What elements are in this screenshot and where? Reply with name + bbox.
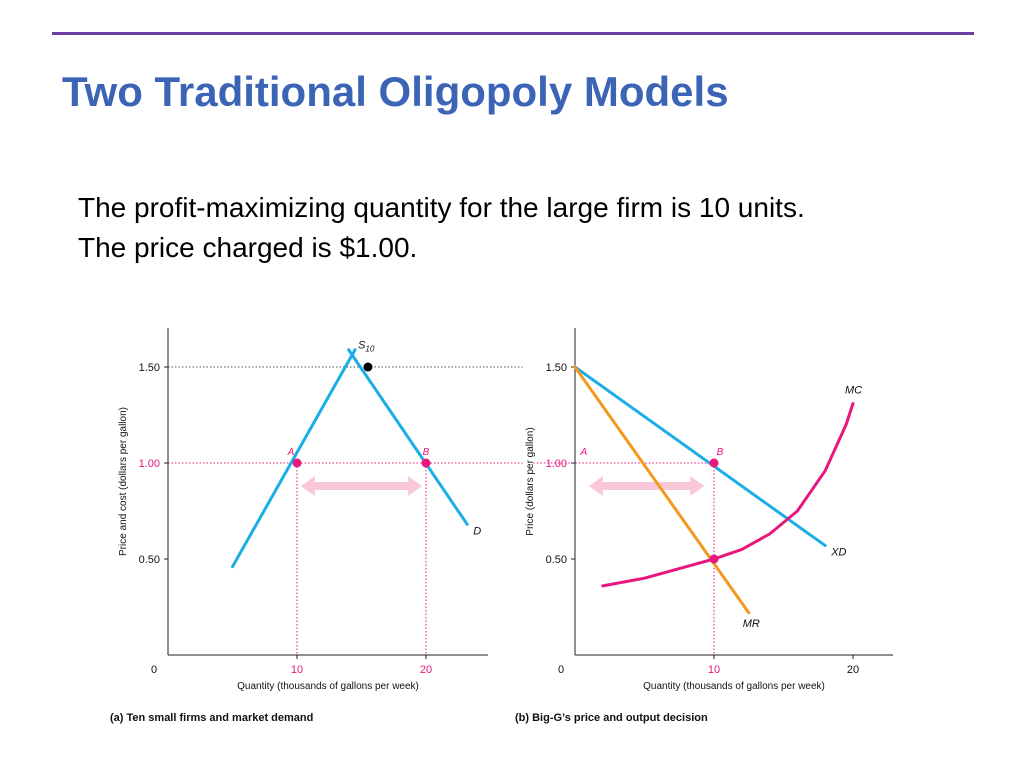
point-marker bbox=[421, 458, 431, 468]
origin-label: 0 bbox=[558, 664, 564, 676]
point-marker bbox=[292, 458, 302, 468]
x-axis-label: Quantity (thousands of gallons per week) bbox=[237, 681, 419, 692]
x-tick-label: 10 bbox=[708, 664, 720, 676]
y-tick-label: 1.50 bbox=[139, 362, 160, 374]
point-label-a: A bbox=[579, 447, 587, 458]
series-label-d: D bbox=[473, 525, 481, 537]
series-label-subscript: 10 bbox=[365, 345, 374, 354]
y-tick-label: 0.50 bbox=[139, 554, 160, 566]
y-tick-label: 0.50 bbox=[546, 554, 567, 566]
chart-ten-small-firms: 0.50 1.00 1.50 10 20 0 Quantity (thousands of … bbox=[110, 328, 523, 724]
y-tick-label: 1.00 bbox=[139, 458, 160, 470]
x-tick-label: 10 bbox=[291, 664, 303, 676]
series-line-mr bbox=[573, 365, 751, 615]
series-line-d bbox=[347, 348, 469, 526]
series-label-mc: MC bbox=[845, 384, 862, 396]
body-line-2: The price charged is $1.00. bbox=[78, 232, 418, 263]
origin-label: 0 bbox=[151, 664, 157, 676]
chart-caption: (a) Ten small firms and market demand bbox=[110, 712, 313, 724]
chart-caption: (b) Big-G’s price and output decision bbox=[515, 712, 708, 724]
double-arrow bbox=[588, 476, 705, 497]
y-axis-label: Price and cost (dollars per gallon) bbox=[118, 407, 129, 556]
series-label-xd: XD bbox=[830, 547, 846, 559]
y-tick-label: 1.00 bbox=[546, 458, 567, 470]
series-line-mc bbox=[601, 402, 855, 588]
x-tick-label: 20 bbox=[847, 664, 859, 676]
x-axis-label: Quantity (thousands of gallons per week) bbox=[643, 681, 825, 692]
slide-body: The profit-maximizing quantity for the l… bbox=[78, 188, 805, 268]
series-label-s10: S10 bbox=[358, 340, 375, 354]
point-label-b: B bbox=[423, 447, 430, 458]
x-tick-label: 20 bbox=[420, 664, 432, 676]
y-axis-label: Price (dollars per gallon) bbox=[525, 427, 536, 535]
series-label-mr: MR bbox=[743, 618, 760, 630]
point-marker bbox=[709, 554, 719, 564]
series-line-xd bbox=[573, 365, 827, 548]
y-tick-label: 1.50 bbox=[546, 362, 567, 374]
point-label-a: A bbox=[287, 447, 295, 458]
point-marker bbox=[709, 458, 719, 468]
chart-big-g-decision: 0.50 1.00 1.50 10 20 0 Quantity (thousands of … bbox=[515, 328, 893, 724]
slide-title: Two Traditional Oligopoly Models bbox=[62, 68, 729, 115]
double-arrow bbox=[300, 476, 423, 497]
title-rule bbox=[52, 32, 974, 35]
series-line-s10 bbox=[231, 348, 357, 569]
body-line-1: The profit-maximizing quantity for the l… bbox=[78, 192, 805, 223]
point-label-b: B bbox=[717, 447, 724, 458]
point-marker bbox=[363, 362, 373, 372]
